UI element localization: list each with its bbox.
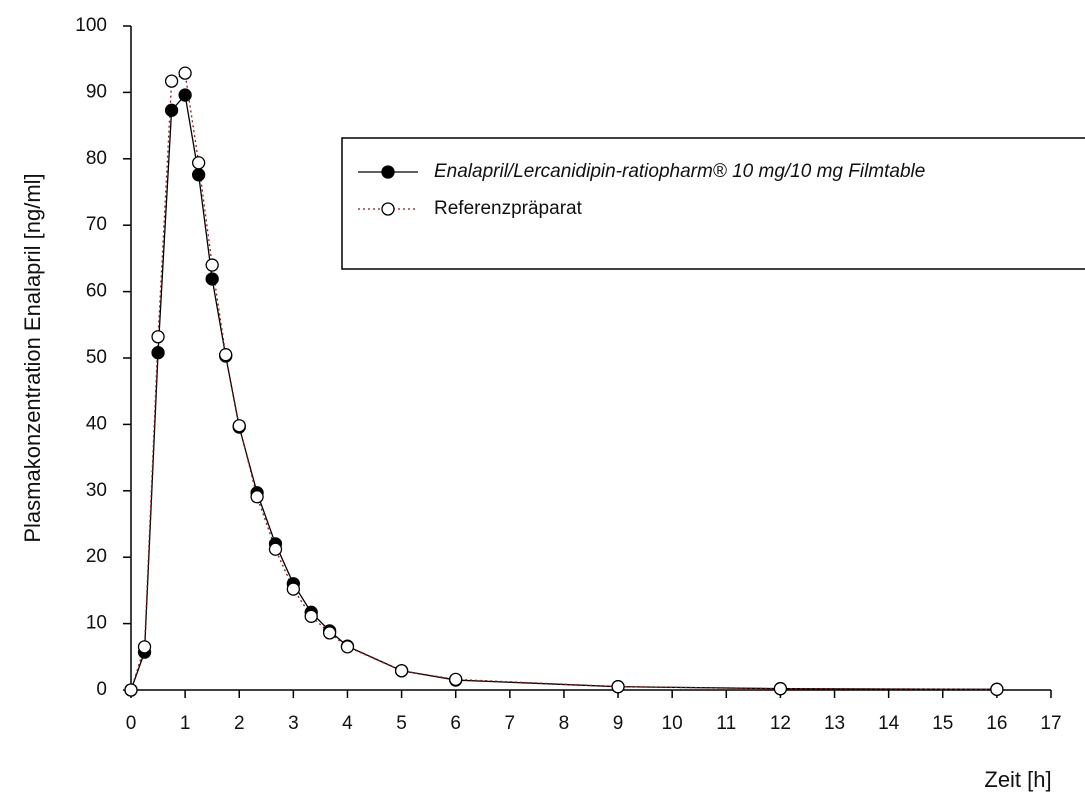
x-tick-label: 17 bbox=[1040, 713, 1061, 734]
y-tick-label: 50 bbox=[86, 347, 107, 368]
data-point bbox=[164, 103, 179, 117]
data-point bbox=[286, 582, 301, 596]
data-point bbox=[178, 88, 192, 102]
x-tick-label: 3 bbox=[288, 713, 299, 734]
data-point bbox=[191, 168, 206, 182]
data-point bbox=[304, 609, 318, 623]
data-point bbox=[611, 680, 625, 694]
x-tick-label: 15 bbox=[932, 713, 953, 734]
data-point bbox=[268, 542, 283, 556]
x-tick-label: 10 bbox=[662, 713, 683, 734]
x-tick-label: 7 bbox=[505, 713, 516, 734]
y-tick-label: 0 bbox=[96, 679, 107, 700]
data-point bbox=[219, 348, 233, 362]
y-axis-label: Plasmakonzentration Enalapril [ng/ml] bbox=[20, 173, 45, 542]
legend-label: Referenzpräparat bbox=[434, 198, 583, 219]
data-point bbox=[394, 664, 409, 678]
legend-box bbox=[341, 137, 1085, 270]
series-line bbox=[130, 72, 997, 691]
x-tick-label: 16 bbox=[986, 713, 1007, 734]
data-point bbox=[178, 66, 192, 80]
data-point bbox=[340, 640, 355, 654]
legend-marker bbox=[381, 202, 395, 216]
y-tick-label: 60 bbox=[86, 281, 107, 302]
data-point bbox=[191, 156, 206, 170]
y-tick-label: 20 bbox=[86, 546, 107, 567]
y-tick-label: 100 bbox=[75, 15, 107, 36]
y-tick-label: 40 bbox=[86, 413, 107, 434]
x-tick-label: 11 bbox=[716, 713, 736, 734]
x-tick-label: 4 bbox=[342, 713, 353, 734]
data-point bbox=[250, 490, 264, 504]
data-point bbox=[151, 330, 165, 344]
data-point bbox=[137, 640, 152, 654]
y-tick-label: 10 bbox=[86, 613, 107, 634]
data-point bbox=[773, 682, 788, 696]
y-tick-label: 90 bbox=[86, 81, 107, 102]
x-tick-label: 2 bbox=[234, 713, 245, 734]
data-point bbox=[124, 683, 138, 697]
x-tick-label: 9 bbox=[613, 713, 624, 734]
x-tick-label: 14 bbox=[878, 713, 900, 734]
x-tick-label: 6 bbox=[450, 713, 461, 734]
legend-label: Enalapril/Lercanidipin-ratiopharm® 10 mg… bbox=[434, 161, 925, 182]
data-point bbox=[990, 682, 1004, 696]
x-tick-label: 5 bbox=[396, 713, 407, 734]
x-tick-label: 13 bbox=[824, 713, 845, 734]
data-point bbox=[232, 419, 246, 433]
data-point bbox=[164, 74, 179, 88]
x-tick-label: 1 bbox=[180, 713, 191, 734]
x-axis-label: Zeit [h] bbox=[984, 767, 1051, 792]
data-point bbox=[449, 672, 463, 687]
data-point bbox=[205, 272, 219, 286]
data-point bbox=[151, 346, 165, 360]
x-tick-label: 8 bbox=[559, 713, 570, 734]
data-point bbox=[205, 258, 219, 272]
x-tick-label: 0 bbox=[126, 713, 137, 734]
x-tick-label: 12 bbox=[770, 713, 791, 734]
y-tick-label: 30 bbox=[86, 480, 107, 501]
y-tick-label: 80 bbox=[86, 148, 107, 169]
y-tick-label: 70 bbox=[86, 214, 107, 235]
legend-marker bbox=[381, 165, 395, 179]
data-point bbox=[322, 626, 337, 640]
